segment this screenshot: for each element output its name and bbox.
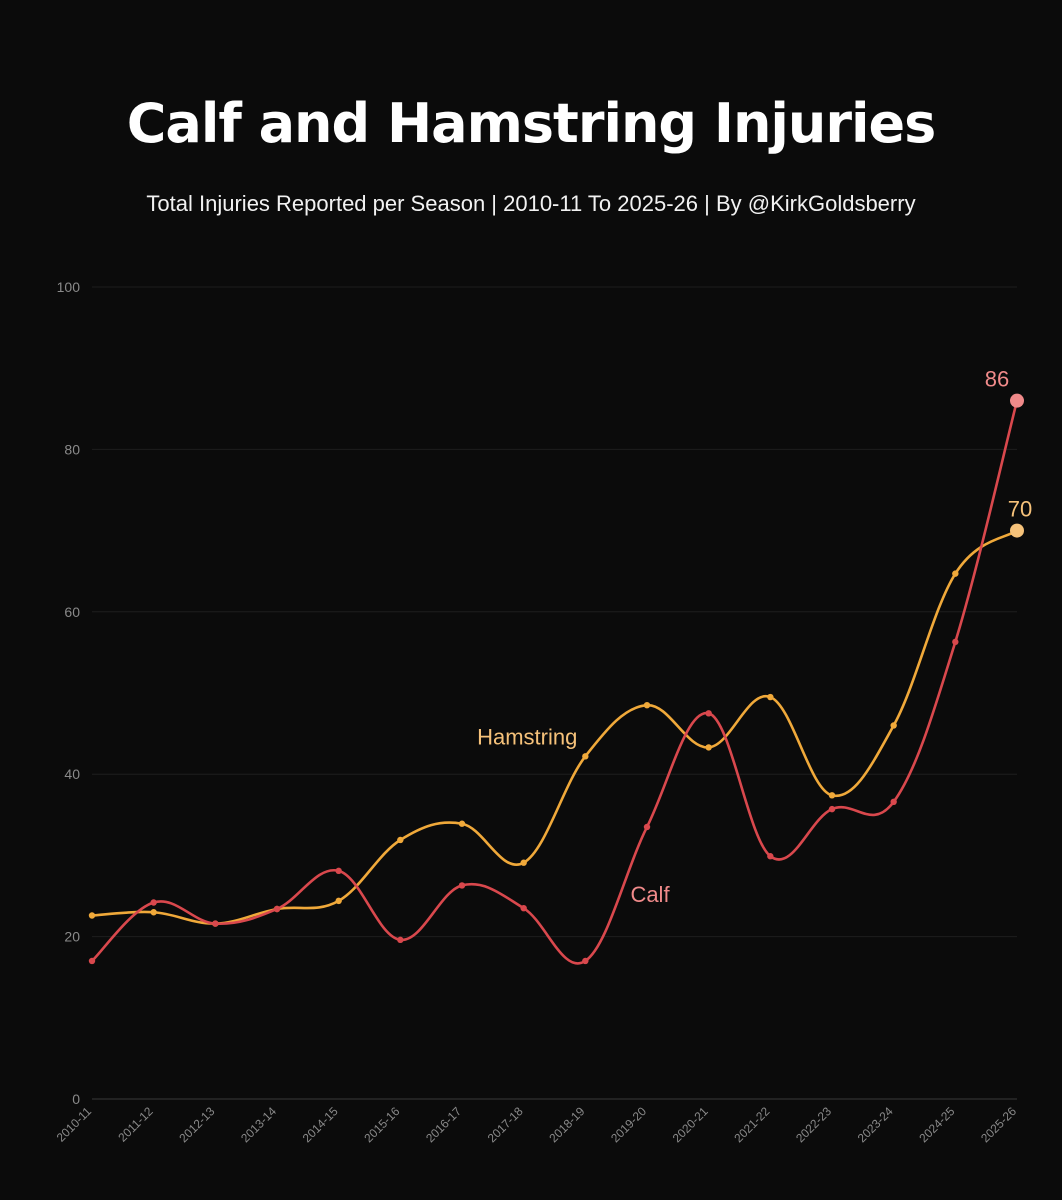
y-tick-label: 60 <box>64 604 80 620</box>
hamstring-point <box>88 912 96 919</box>
hamstring-end-value-label: 70 <box>1008 497 1032 522</box>
hamstring-point <box>890 722 897 729</box>
x-tick-label: 2020-21 <box>670 1104 711 1145</box>
x-tick-label: 2021-22 <box>731 1104 772 1145</box>
hamstring-series-label: Hamstring <box>477 724 577 749</box>
hamstring-point <box>828 792 836 799</box>
y-tick-label: 40 <box>64 766 80 782</box>
calf-point <box>150 899 157 906</box>
hamstring-point <box>458 820 466 827</box>
hamstring-point <box>520 859 527 866</box>
x-tick-label: 2025-26 <box>978 1104 1019 1145</box>
y-tick-label: 0 <box>72 1091 80 1107</box>
x-axis-ticks: 2010-11 2011-12 2012-13 2013-14 2014-15 2015-… <box>54 1104 1020 1145</box>
series-points <box>88 393 1024 965</box>
calf-line <box>90 399 1019 965</box>
hamstring-point <box>1010 523 1024 538</box>
calf-point <box>582 957 589 965</box>
calf-end-value-label: 86 <box>985 367 1009 392</box>
x-tick-label: 2022-23 <box>793 1104 834 1145</box>
x-tick-label: 2017-18 <box>485 1104 526 1145</box>
x-tick-label: 2015-16 <box>361 1104 402 1145</box>
series-labels: Hamstring 70 Calf 86 <box>477 367 1032 907</box>
y-tick-label: 80 <box>64 441 80 457</box>
hamstring-point <box>952 570 959 577</box>
x-tick-label: 2014-15 <box>300 1104 341 1145</box>
hamstring-point <box>767 693 774 701</box>
y-tick-label: 20 <box>64 929 80 945</box>
calf-point <box>705 710 712 717</box>
x-tick-label: 2011-12 <box>115 1104 156 1145</box>
calf-point <box>212 920 219 927</box>
hamstring-point <box>705 744 712 751</box>
hamstring-point <box>150 909 157 916</box>
hamstring-point <box>335 897 342 905</box>
x-tick-label: 2016-17 <box>423 1104 464 1145</box>
x-tick-label: 2010-11 <box>54 1104 95 1145</box>
calf-point <box>1010 393 1024 408</box>
calf-point <box>767 853 774 860</box>
calf-point <box>458 882 466 889</box>
calf-point <box>397 936 404 944</box>
calf-point <box>88 957 96 965</box>
hamstring-point <box>582 753 589 760</box>
hamstring-point <box>397 836 404 844</box>
calf-point <box>335 867 342 875</box>
calf-series-label: Calf <box>630 882 670 907</box>
calf-point <box>952 638 959 646</box>
gridlines <box>92 286 1017 1100</box>
calf-point <box>890 798 897 806</box>
calf-point <box>828 805 836 813</box>
y-axis-ticks: 0 20 40 60 80 100 <box>57 279 81 1107</box>
x-tick-label: 2023-24 <box>855 1104 896 1145</box>
x-tick-label: 2018-19 <box>546 1104 587 1145</box>
calf-point <box>520 904 527 912</box>
x-tick-label: 2019-20 <box>608 1104 649 1145</box>
hamstring-point <box>643 701 651 709</box>
x-tick-label: 2013-14 <box>238 1104 279 1145</box>
x-tick-label: 2012-13 <box>176 1104 217 1145</box>
y-tick-label: 100 <box>57 279 81 295</box>
calf-point <box>273 905 281 913</box>
calf-point <box>643 823 651 831</box>
x-tick-label: 2024-25 <box>916 1104 957 1145</box>
chart-title: Calf and Hamstring Injuries <box>126 92 937 155</box>
series-lines <box>90 399 1019 965</box>
chart-subtitle: Total Injuries Reported per Season | 201… <box>146 191 916 216</box>
